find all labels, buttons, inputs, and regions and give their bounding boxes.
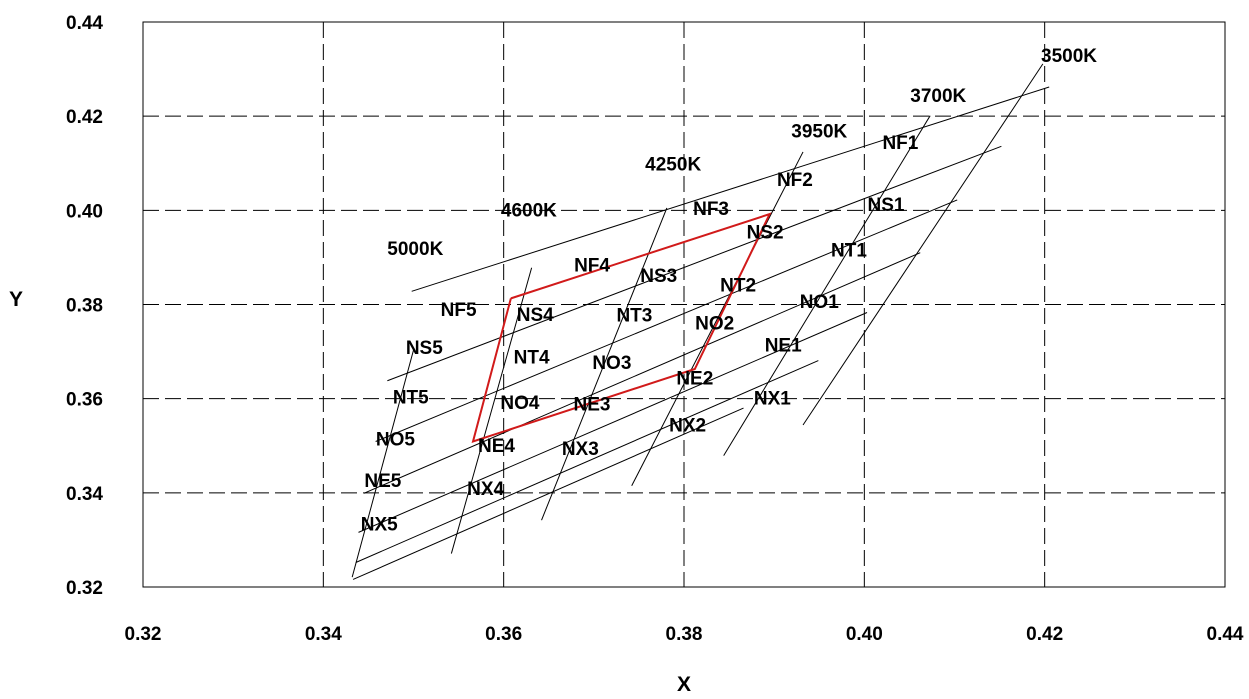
cct-label-4600k: 4600K xyxy=(501,200,557,221)
cct-line-4600k xyxy=(450,267,533,554)
x-tick-label: 0.32 xyxy=(125,624,162,645)
cct-line-3700k xyxy=(723,115,931,456)
bin-label-nx1: NX1 xyxy=(754,389,791,410)
bin-label-nt2: NT2 xyxy=(720,275,756,296)
cct-label-3500k: 3500K xyxy=(1041,46,1097,67)
bin-label-no1: NO1 xyxy=(800,292,840,313)
boundary-line-1 xyxy=(411,86,1050,292)
y-tick-label: 0.34 xyxy=(66,484,103,505)
cct-label-5000k: 5000K xyxy=(387,239,443,260)
bin-label-nx4: NX4 xyxy=(467,479,504,500)
cct-line-3950k xyxy=(631,151,804,486)
cct-label-4250k: 4250K xyxy=(645,154,701,175)
bin-label-no2: NO2 xyxy=(695,313,734,334)
bin-label-nf5: NF5 xyxy=(441,300,477,321)
bin-label-ne4: NE4 xyxy=(478,436,515,457)
bin-label-ne2: NE2 xyxy=(676,368,713,389)
y-tick-label: 0.36 xyxy=(66,390,103,411)
boundary-line-3 xyxy=(375,199,958,442)
x-tick-label: 0.42 xyxy=(1026,624,1063,645)
y-axis-ticks: 0.32 0.34 0.36 0.38 0.40 0.42 0.44 xyxy=(66,13,103,599)
x-tick-label: 0.34 xyxy=(305,624,342,645)
bin-label-nt5: NT5 xyxy=(393,387,429,408)
x-tick-label: 0.38 xyxy=(666,624,703,645)
cct-line-3500k xyxy=(802,63,1044,426)
boundary-line-6 xyxy=(355,360,819,563)
x-axis-ticks: 0.32 0.34 0.36 0.38 0.40 0.42 0.44 xyxy=(125,624,1244,645)
y-tick-label: 0.32 xyxy=(66,578,103,599)
bin-label-nt4: NT4 xyxy=(514,347,550,368)
bin-label-ns4: NS4 xyxy=(517,305,554,326)
cct-line-5000k xyxy=(351,350,414,578)
bin-label-no4: NO4 xyxy=(500,393,540,414)
y-tick-label: 0.44 xyxy=(66,13,103,34)
x-tick-label: 0.36 xyxy=(485,624,522,645)
bin-boundary-lines xyxy=(352,86,1050,580)
highlight-outline xyxy=(471,212,772,444)
bin-label-nt1: NT1 xyxy=(831,240,867,261)
bin-label-ns5: NS5 xyxy=(406,338,443,359)
bin-label-ns1: NS1 xyxy=(867,195,904,216)
bin-label-ne1: NE1 xyxy=(765,336,802,357)
cct-label-3700k: 3700K xyxy=(910,86,966,107)
plot-frame xyxy=(142,21,1226,588)
boundary-line-4 xyxy=(363,252,921,494)
bin-label-nf3: NF3 xyxy=(693,199,729,220)
bin-label-ne3: NE3 xyxy=(574,394,611,415)
bin-label-nx5: NX5 xyxy=(361,514,398,535)
cct-line-4250k xyxy=(541,207,668,521)
bin-label-no5: NO5 xyxy=(376,430,416,451)
cct-labels: 5000K 4600K 4250K 3950K 3700K 3500K xyxy=(387,46,1097,260)
bin-label-nx2: NX2 xyxy=(669,416,706,437)
y-tick-label: 0.40 xyxy=(66,201,103,222)
y-tick-label: 0.42 xyxy=(66,107,103,128)
boundary-line-5 xyxy=(358,312,868,533)
bin-label-no3: NO3 xyxy=(592,353,631,374)
bin-label-nx3: NX3 xyxy=(562,439,599,460)
bin-label-nt3: NT3 xyxy=(616,305,652,326)
bin-label-nf2: NF2 xyxy=(777,170,813,191)
x-tick-label: 0.44 xyxy=(1207,624,1244,645)
x-axis-title: X xyxy=(677,673,691,696)
x-tick-label: 0.40 xyxy=(846,624,883,645)
highlight-region xyxy=(471,212,772,444)
bin-label-ns2: NS2 xyxy=(747,223,784,244)
cct-lines xyxy=(351,63,1044,578)
y-tick-label: 0.38 xyxy=(66,296,103,317)
bin-labels: NF1 NF2 NF3 NF4 NF5 NS1 NS2 NS3 NS4 NS5 NT1 NT2 NT3 N… xyxy=(361,133,919,535)
cct-label-3950k: 3950K xyxy=(791,121,847,142)
boundary-line-7 xyxy=(352,407,744,580)
boundary-line-2 xyxy=(387,145,1002,382)
y-axis-title: Y xyxy=(9,288,23,311)
bin-label-nf1: NF1 xyxy=(882,133,918,154)
bin-label-ne5: NE5 xyxy=(364,471,401,492)
bin-label-nf4: NF4 xyxy=(574,255,610,276)
bin-label-ns3: NS3 xyxy=(640,266,677,287)
grid xyxy=(143,22,1225,587)
